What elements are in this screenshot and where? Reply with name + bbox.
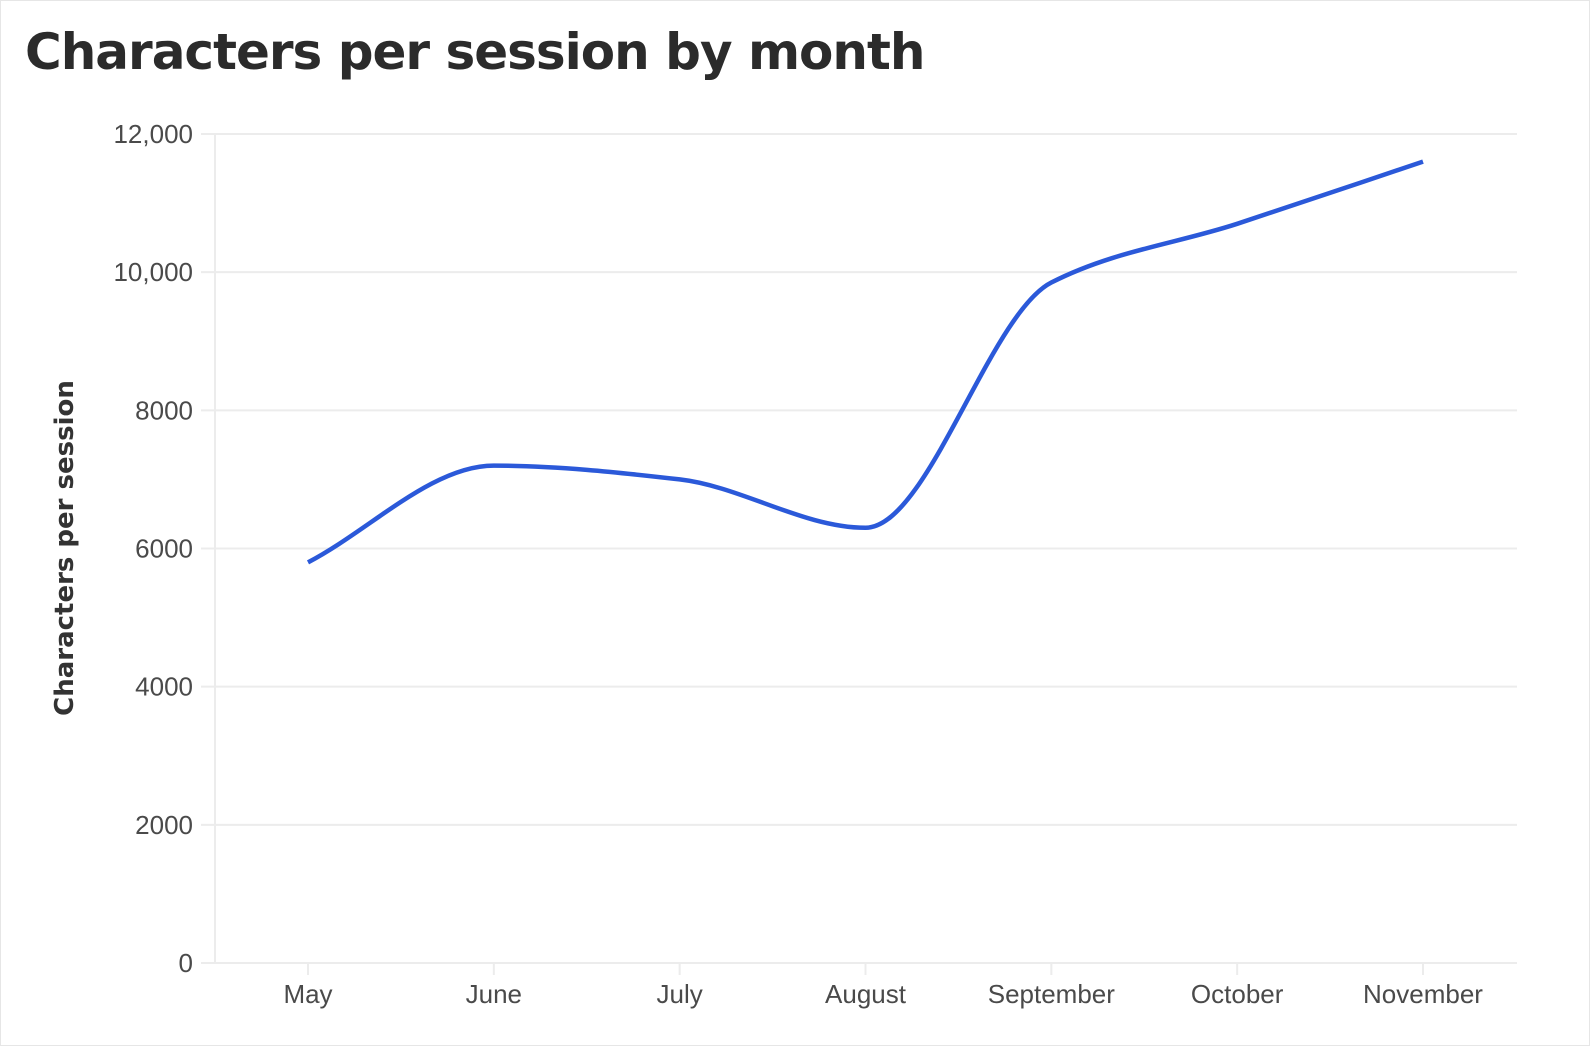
y-axis-title: Characters per session [50,380,80,716]
y-tick-labels: 0 2000 4000 6000 8000 10,000 12,000 [113,119,193,978]
y-tick-label: 10,000 [113,257,193,287]
y-tick-label: 12,000 [113,119,193,149]
y-tick-label: 4000 [135,672,193,702]
x-tick-label: November [1363,979,1483,1009]
x-tick-label: May [283,979,332,1009]
y-tick-label: 8000 [135,395,193,425]
x-tick-labels: May June July August September October Novembe… [283,979,1483,1009]
y-tick-label: 0 [179,948,193,978]
series-lines [306,159,1424,565]
gridlines [201,133,1517,964]
x-tick-label: June [466,979,522,1009]
x-tick-label: August [825,979,907,1009]
chart-title: Characters per session by month [25,23,925,81]
x-tick-label: September [988,979,1116,1009]
y-tick-label: 2000 [135,810,193,840]
x-tick-label: July [657,979,703,1009]
axes [214,134,1424,975]
x-tick-label: October [1191,979,1284,1009]
series-line [306,159,1424,565]
y-tick-label: 6000 [135,534,193,564]
